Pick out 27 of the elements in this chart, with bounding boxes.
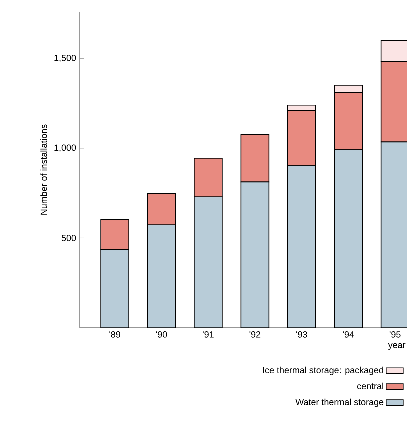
x-tick-label: '89 bbox=[110, 332, 120, 338]
x-tick-label: '91 bbox=[203, 332, 214, 338]
bar bbox=[147, 224, 176, 328]
x-tick-label: '93 bbox=[296, 332, 308, 338]
legend-label: Water thermal storage bbox=[296, 398, 384, 408]
x-tick-label: '90 bbox=[156, 332, 168, 338]
legend-label: central bbox=[357, 382, 384, 390]
bar bbox=[240, 182, 270, 328]
bar bbox=[194, 196, 223, 328]
x-axis-title: year bbox=[388, 343, 406, 350]
y-axis-title: Number of installations bbox=[40, 124, 48, 215]
bar bbox=[194, 158, 223, 198]
x-tick-label: '92 bbox=[250, 332, 261, 338]
x-tick-label: '94 bbox=[343, 332, 354, 338]
bar bbox=[147, 193, 176, 226]
y-tick-label: 1,000 bbox=[54, 144, 76, 152]
bar bbox=[334, 92, 364, 150]
y-tick-label: 500 bbox=[62, 235, 76, 242]
bar bbox=[240, 134, 270, 183]
bar bbox=[100, 220, 130, 250]
bar bbox=[100, 249, 130, 328]
x-tick-label: '95 bbox=[390, 332, 401, 338]
bar bbox=[287, 110, 316, 166]
y-tick-label: 1,500 bbox=[54, 54, 76, 62]
bar bbox=[334, 150, 364, 328]
bar bbox=[287, 166, 316, 328]
legend-label: Ice thermal storage: packaged bbox=[263, 366, 384, 376]
